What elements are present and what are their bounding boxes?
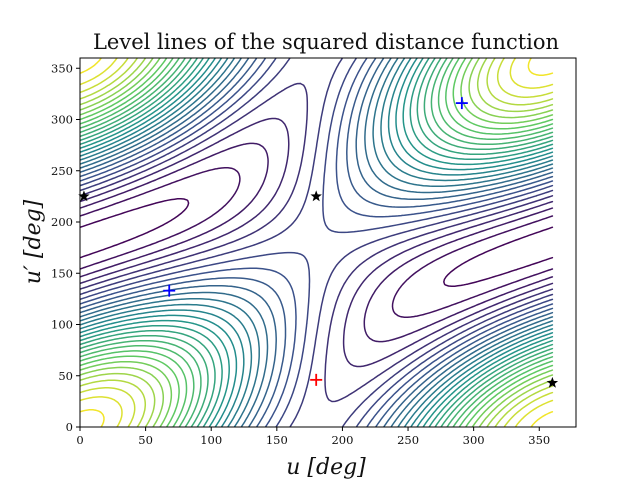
contour-level [80, 58, 554, 427]
x-tick-label: 300 [463, 433, 485, 447]
y-tick-label: 50 [58, 369, 73, 383]
star-marker [78, 190, 90, 202]
star-marker [310, 190, 322, 202]
x-tick-label: 250 [397, 433, 419, 447]
contour-level [80, 58, 554, 427]
contour-level [80, 58, 554, 427]
x-tick-label: 150 [266, 433, 288, 447]
contour-level [80, 58, 554, 427]
contour-level [80, 58, 554, 427]
x-tick-label: 0 [76, 433, 83, 447]
chart-title: Level lines of the squared distance func… [93, 30, 559, 54]
contour-level [80, 58, 554, 427]
y-tick-label: 200 [51, 215, 73, 229]
star-marker [546, 376, 559, 388]
contour-level [80, 58, 554, 427]
x-tick-label: 100 [200, 433, 222, 447]
y-tick-label: 0 [66, 420, 73, 434]
contour-lines [80, 58, 554, 427]
y-tick-label: 300 [51, 113, 73, 127]
contour-level [80, 58, 554, 427]
contour-level [80, 166, 554, 319]
contour-level [80, 58, 554, 427]
x-axis-label: u [deg] [286, 455, 366, 480]
plot-frame [79, 57, 577, 428]
contour-level [80, 58, 554, 427]
y-tick-label: 350 [51, 61, 73, 75]
y-tick-label: 150 [51, 266, 73, 280]
contour-level [80, 58, 554, 427]
y-tick-label: 250 [51, 164, 73, 178]
contour-level [80, 117, 554, 368]
contour-level [80, 142, 554, 343]
y-axis-label: u′ [deg] [21, 199, 46, 284]
y-tick-label: 100 [51, 318, 73, 332]
contour-level [80, 58, 554, 427]
contour-level [80, 58, 554, 427]
plus-marker [163, 284, 176, 297]
contour-level [80, 58, 554, 427]
x-axis-ticks: 0 50 100 150 200 250 300 350 [76, 427, 550, 447]
plus-marker [455, 97, 468, 110]
x-tick-label: 200 [331, 433, 353, 447]
contour-level [80, 58, 554, 427]
contour-level [80, 58, 554, 427]
contour-level [80, 82, 554, 403]
x-tick-label: 50 [138, 433, 153, 447]
contour-level [80, 58, 554, 427]
contour-level [80, 58, 554, 427]
y-axis-ticks: 0 50 100 150 200 250 300 350 [51, 61, 80, 434]
x-tick-label: 350 [528, 433, 550, 447]
contour-level [80, 197, 554, 288]
contour-level [80, 58, 554, 427]
plus-marker [310, 373, 323, 386]
critical-point-markers [78, 97, 559, 388]
